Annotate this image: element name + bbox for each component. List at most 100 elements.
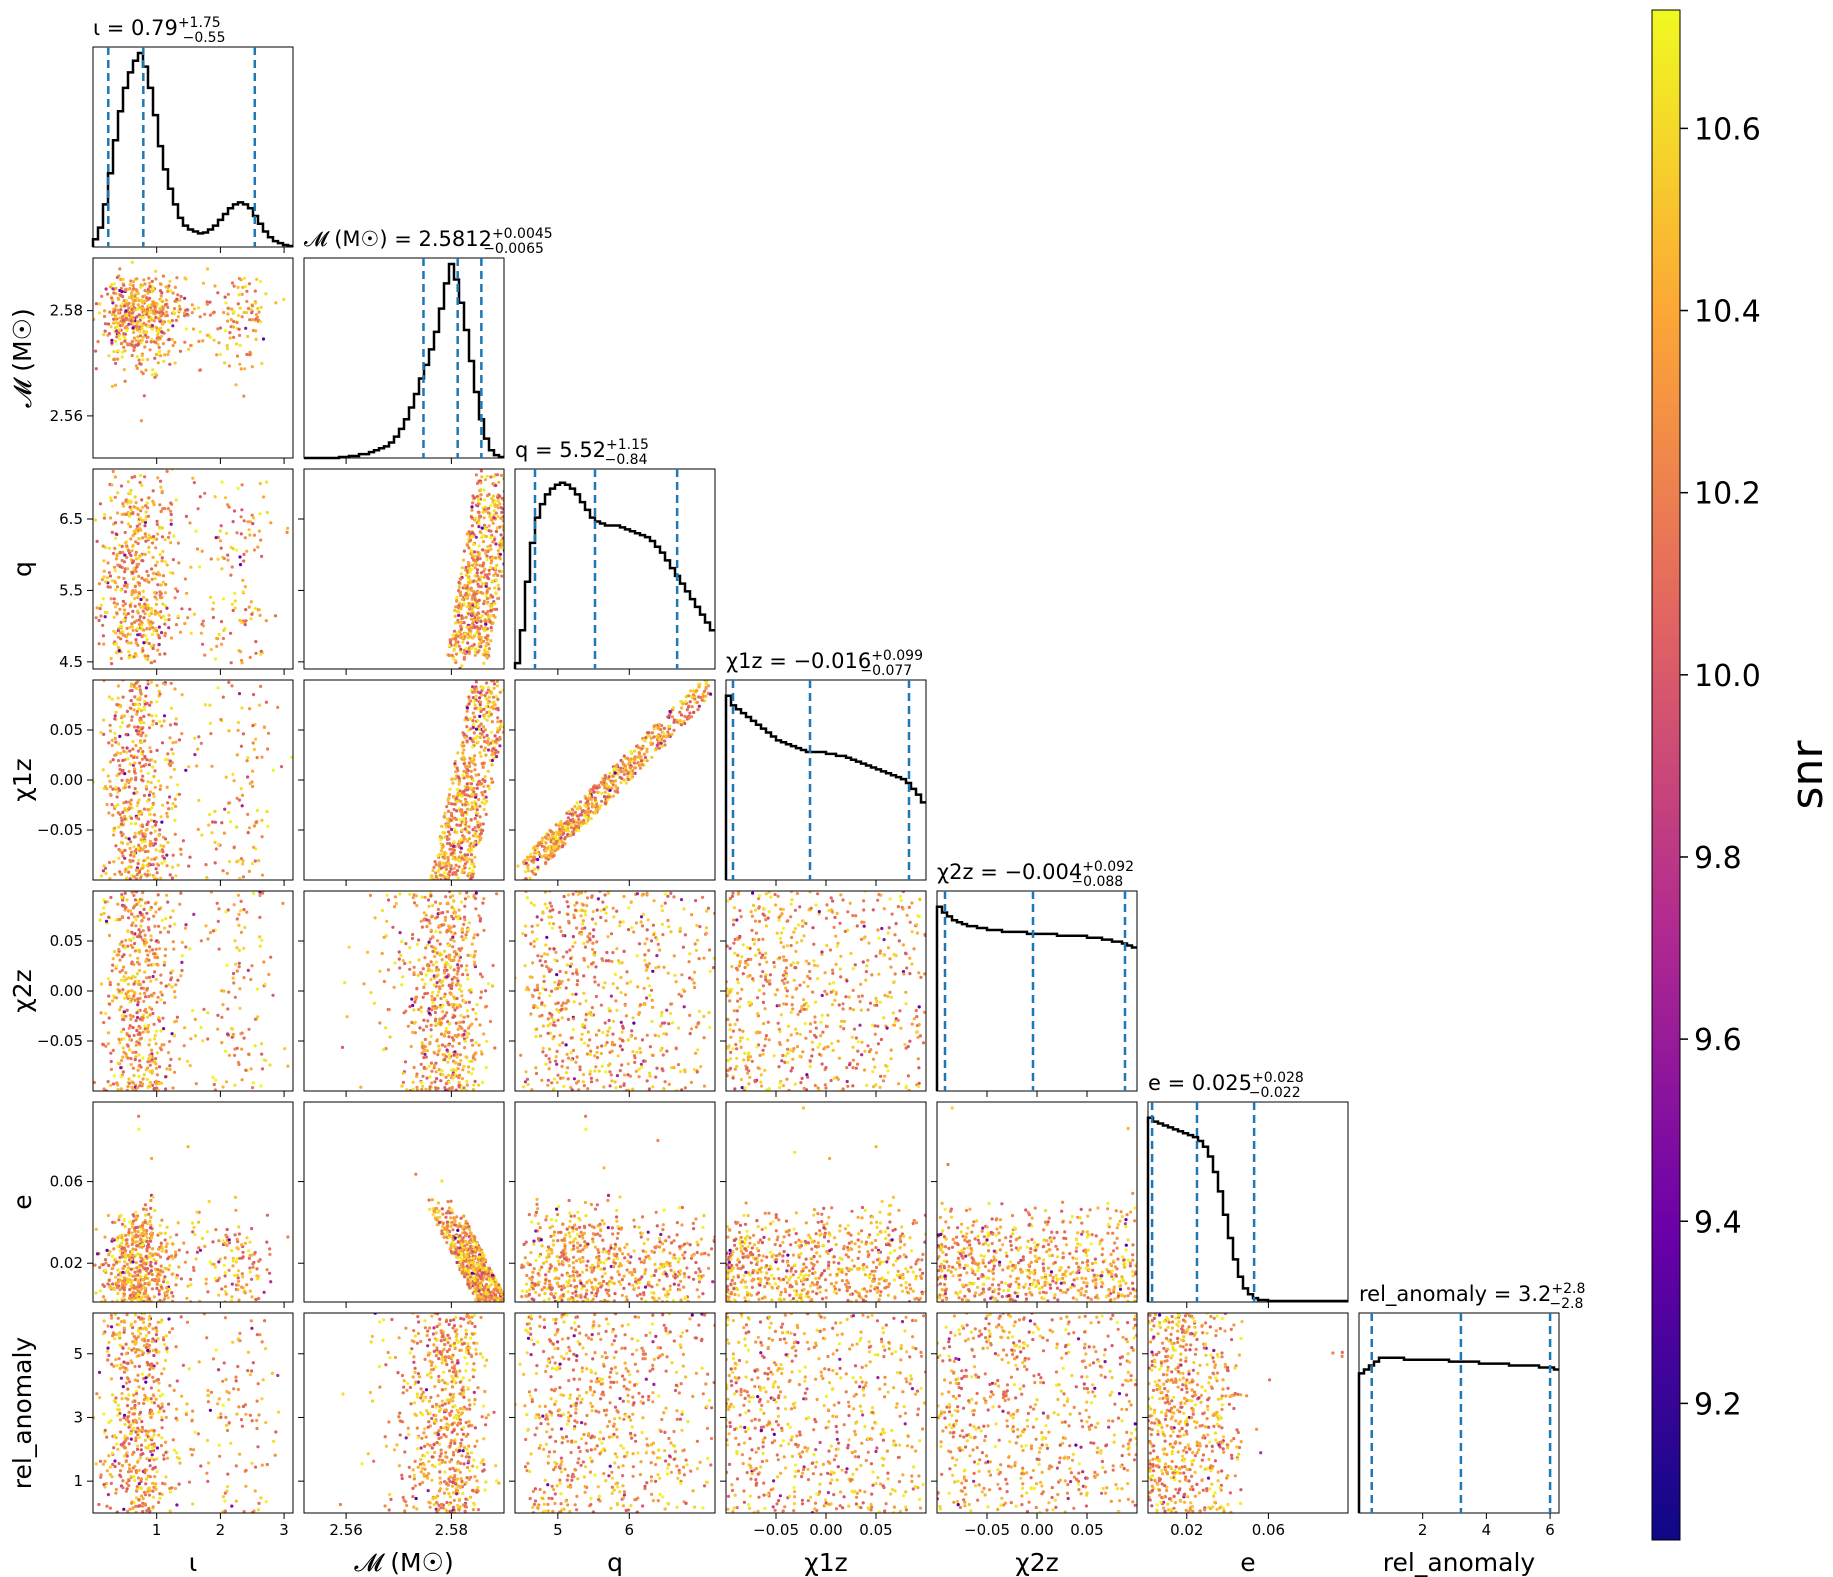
scatter-point (245, 759, 249, 763)
scatter-point (151, 368, 155, 372)
scatter-point (523, 870, 528, 874)
scatter-point (173, 832, 177, 836)
scatter-point (489, 561, 493, 565)
scatter-point (661, 731, 666, 735)
scatter-point (161, 307, 165, 311)
scatter-point (487, 710, 491, 714)
scatter-point (130, 549, 134, 553)
scatter-point (455, 766, 459, 770)
scatter-point (114, 286, 118, 290)
scatter-point (122, 334, 126, 338)
scatter-point (136, 342, 141, 346)
scatter-point (495, 563, 499, 567)
scatter-point (460, 566, 464, 570)
scatter-point (467, 728, 471, 733)
scatter-point (137, 812, 141, 816)
scatter-point (491, 695, 496, 699)
scatter-point (116, 296, 120, 300)
scatter-point (158, 787, 162, 792)
scatter-point (493, 739, 497, 743)
scatter-point (450, 827, 454, 832)
scatter-point (161, 1016, 165, 1020)
scatter-point (466, 785, 470, 789)
scatter-point (134, 681, 138, 685)
scatter-point (473, 633, 477, 637)
scatter-point (125, 312, 129, 317)
scatter-point (487, 695, 491, 699)
scatter-point (221, 636, 225, 641)
scatter-point (149, 661, 154, 665)
scatter-point (388, 1035, 392, 1039)
scatter-point (161, 835, 166, 839)
scatter-point (123, 814, 127, 819)
scatter-point (251, 516, 256, 520)
scatter-point (197, 565, 202, 569)
scatter-point (96, 340, 100, 344)
scatter-point (440, 852, 444, 856)
scatter-point (494, 591, 498, 595)
scatter-point (427, 1064, 431, 1068)
scatter-point (473, 550, 477, 554)
scatter-point (111, 1048, 115, 1052)
scatter-point (473, 653, 477, 657)
scatter-point (139, 876, 143, 880)
scatter-point (499, 473, 504, 477)
scatter-point (117, 334, 121, 338)
scatter-point (459, 607, 463, 611)
scatter-point (236, 720, 240, 725)
scatter-point (213, 284, 217, 288)
scatter-point (249, 977, 253, 982)
scatter-point (162, 1001, 167, 1005)
scatter-point (124, 316, 129, 320)
scatter-point (118, 767, 122, 772)
scatter-point (110, 999, 115, 1003)
scatter-point (592, 790, 596, 794)
hist-line (304, 262, 504, 460)
scatter-point (460, 664, 464, 668)
scatter-point (121, 1070, 125, 1074)
scatter-point (115, 611, 119, 615)
scatter-point (146, 357, 150, 362)
scatter-point (701, 692, 705, 696)
scatter-point (478, 563, 482, 567)
scatter-point (168, 763, 172, 768)
scatter-point (468, 850, 472, 854)
scatter-point (480, 689, 484, 693)
scatter-point (246, 520, 250, 524)
scatter-point (116, 803, 120, 807)
scatter-point (495, 684, 499, 688)
scatter-point (111, 963, 115, 967)
scatter-point (103, 900, 107, 904)
scatter-point (408, 1005, 412, 1009)
scatter-point (499, 533, 503, 537)
scatter-point (142, 980, 146, 984)
scatter-point (492, 686, 496, 690)
scatter-point (251, 741, 255, 745)
scatter-point (191, 476, 195, 480)
scatter-point (214, 847, 218, 851)
scatter-point (166, 328, 170, 332)
scatter-point (163, 560, 167, 564)
scatter-point (499, 722, 503, 727)
scatter-point (465, 625, 469, 629)
scatter-point (135, 524, 139, 528)
hist-line (935, 905, 1137, 1091)
scatter-point (107, 915, 111, 919)
scatter-point (440, 824, 444, 829)
scatter-point (146, 808, 150, 812)
scatter-point (130, 339, 134, 343)
y-tick-label: 0.05 (50, 932, 83, 950)
scatter-point (216, 1013, 220, 1018)
scatter-point (482, 516, 486, 520)
scatter-point (143, 839, 147, 843)
scatter-point (446, 855, 450, 859)
scatter-point (155, 700, 159, 704)
scatter-point (142, 721, 146, 725)
scatter-point (255, 987, 260, 991)
scatter-point (474, 907, 478, 911)
scatter-point (132, 854, 136, 858)
scatter-point (153, 1037, 157, 1041)
scatter-point (253, 1017, 257, 1021)
scatter-point (162, 963, 166, 967)
scatter-point (685, 708, 689, 712)
